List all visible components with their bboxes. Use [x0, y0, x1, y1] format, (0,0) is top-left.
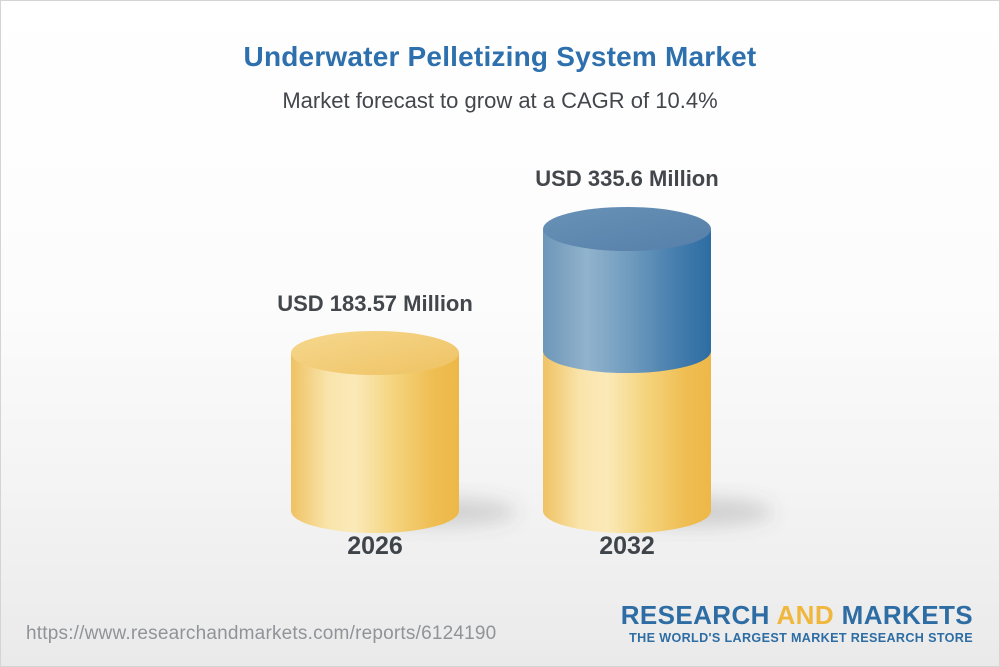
logo-tagline: THE WORLD'S LARGEST MARKET RESEARCH STOR…	[629, 631, 973, 645]
logo-word-research: RESEARCH	[620, 600, 770, 630]
logo-word-and: AND	[776, 600, 835, 630]
page-title: Underwater Pelletizing System Market	[243, 41, 757, 72]
axis-label-2026: 2026	[347, 532, 403, 560]
cylinder-2032-blue-segment	[543, 229, 711, 373]
brand-logo: RESEARCH AND MARKETS THE WORLD'S LARGEST…	[621, 602, 973, 645]
axis-label-2032: 2032	[599, 532, 655, 560]
value-label-2032: USD 335.6 Million	[535, 166, 719, 191]
brand-logo-wordmark: RESEARCH AND MARKETS	[621, 602, 973, 628]
cylinder-2032	[543, 207, 711, 533]
cylinder-2026	[291, 331, 459, 533]
page-subtitle: Market forecast to grow at a CAGR of 10.…	[282, 88, 718, 113]
logo-word-markets: MARKETS	[841, 600, 973, 630]
report-url-link[interactable]: https://www.researchandmarkets.com/repor…	[26, 623, 497, 644]
value-label-2026: USD 183.57 Million	[277, 291, 473, 316]
cylinder-2032-gold-segment	[543, 351, 711, 533]
